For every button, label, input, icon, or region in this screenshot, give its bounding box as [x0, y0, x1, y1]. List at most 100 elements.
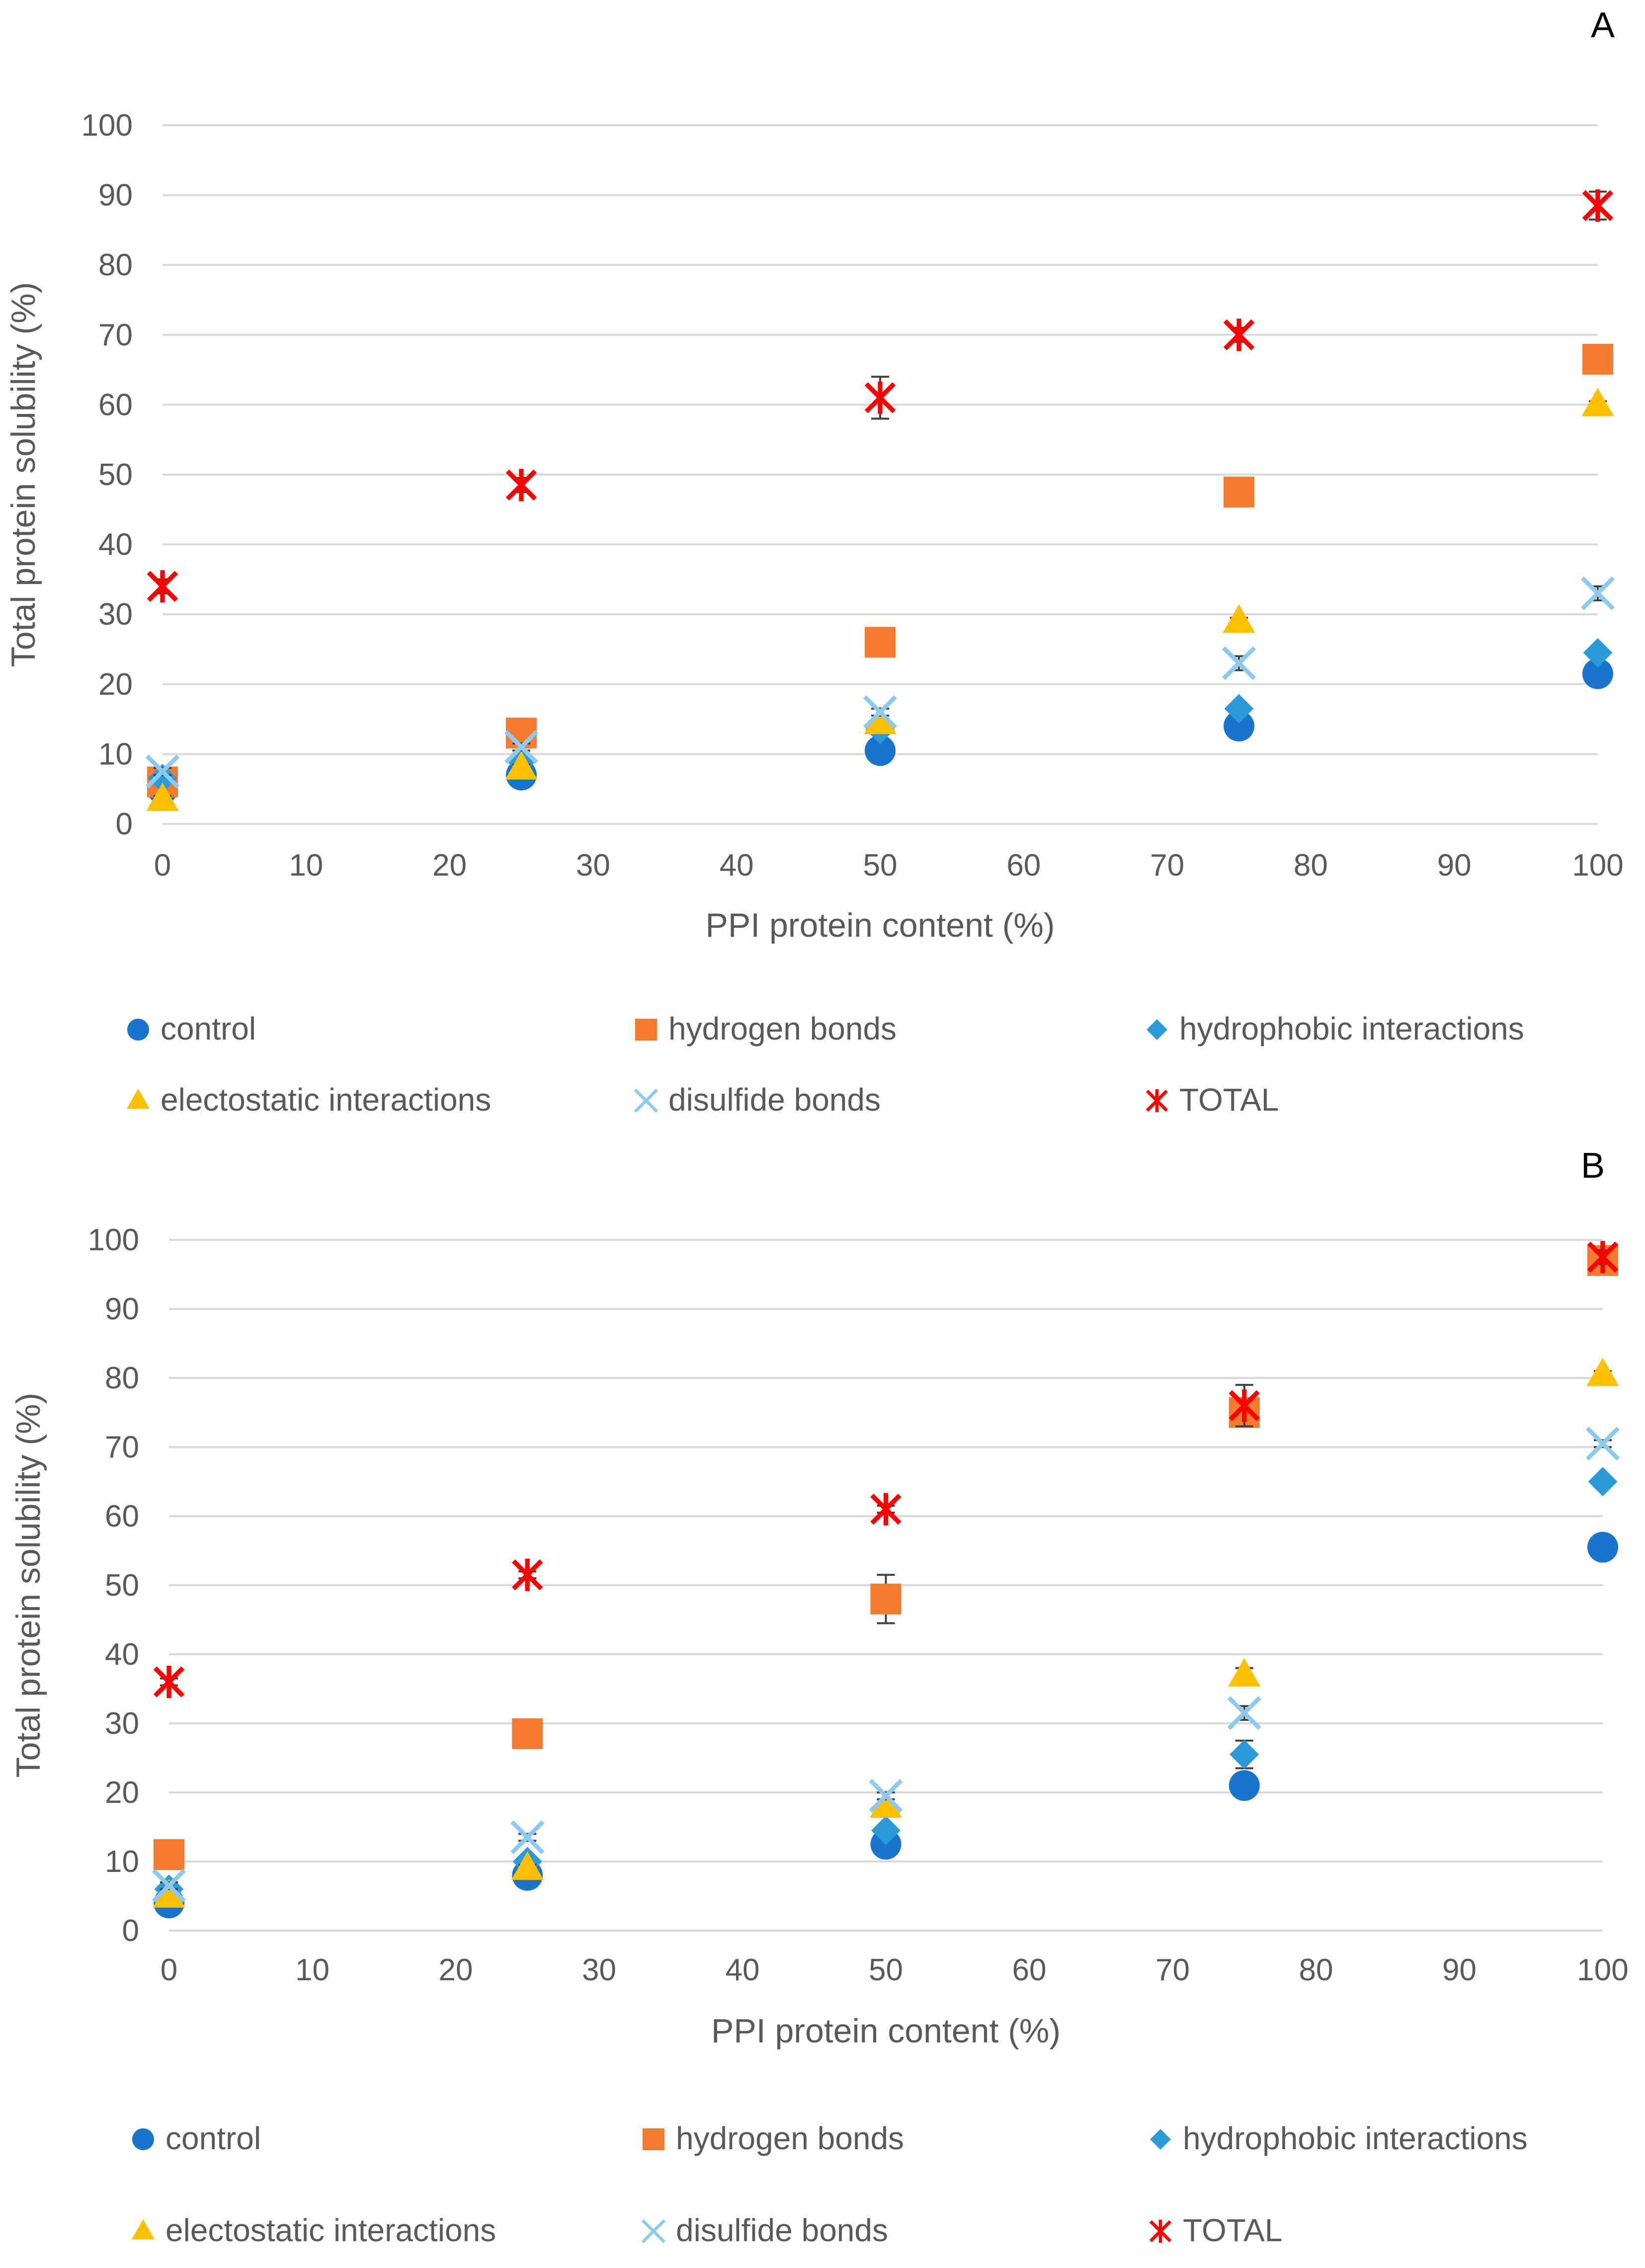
legend-label: disulfide bonds: [668, 1082, 881, 1118]
x-axis-title: PPI protein content (%): [705, 906, 1055, 944]
data-point: [1588, 1467, 1618, 1496]
data-point: [863, 695, 898, 729]
y-tick-label: 20: [98, 667, 133, 702]
y-tick-label: 60: [105, 1499, 139, 1534]
series-disulfide-bonds: [152, 1426, 1620, 1903]
x-tick-label: 0: [154, 848, 171, 883]
data-point: [1228, 1658, 1261, 1687]
x-tick-label: 30: [582, 1953, 616, 1987]
data-point: [153, 1879, 185, 1908]
y-tick-label: 80: [98, 248, 133, 282]
legend-label: hydrogen bonds: [668, 1011, 897, 1047]
data-point: [1224, 694, 1254, 724]
series-total: [147, 189, 1614, 603]
data-point: [1582, 189, 1614, 222]
x-tick-label: 90: [1437, 848, 1472, 883]
y-tick-labels: 0 10 20 30 40 50 60 70 80 90 100: [82, 108, 133, 841]
x-tick-label: 50: [863, 848, 898, 883]
data-point: [1224, 477, 1254, 508]
legend-marker-stroke-2: [641, 2219, 666, 2244]
data-point: [1582, 344, 1613, 375]
x-tick-label: 90: [1442, 1953, 1477, 1987]
data-point: [871, 1816, 901, 1845]
data-point-stroke-2: [863, 695, 898, 729]
data-point: [1223, 319, 1255, 351]
legend-label: electostatic interactions: [161, 1082, 491, 1118]
chart-panel-b: 0 10 20 30 40 50 60 70 80 90 100 0 10 20 30 40 50 60 70 80 9…: [9, 1146, 1629, 2248]
y-tick-labels: 0 10 20 30 40 50 60 70 80 90 100: [88, 1223, 139, 1948]
y-tick-label: 0: [116, 807, 133, 841]
legend-marker: [641, 2219, 666, 2244]
data-point: [865, 627, 896, 658]
data-point: [1582, 658, 1613, 689]
y-tick-label: 10: [105, 1845, 139, 1879]
data-point: [504, 730, 539, 764]
x-tick-label: 60: [1012, 1953, 1047, 1987]
series-hydrogen-bonds: [154, 1245, 1618, 1870]
data-point: [1227, 1696, 1261, 1730]
data-point: [870, 1583, 902, 1615]
x-tick-label: 10: [295, 1953, 329, 1987]
y-tick-label: 50: [105, 1568, 139, 1603]
gridlines: [163, 124, 1598, 825]
y-tick-label: 40: [98, 528, 133, 562]
data-point: [1230, 1740, 1259, 1769]
legend-marker: [1147, 1019, 1167, 1040]
data-point: [510, 1820, 545, 1855]
legend-marker: [131, 2219, 155, 2240]
legend-label: hydrophobic interactions: [1183, 2120, 1528, 2156]
legend-label: electostatic interactions: [165, 2212, 496, 2248]
x-tick-label: 50: [869, 1953, 903, 1987]
legend-marker-stroke-2: [634, 1088, 658, 1113]
legend-item: control: [132, 2120, 261, 2156]
data-point-stroke-2: [145, 754, 180, 789]
legend-item: disulfide bonds: [641, 2212, 888, 2248]
x-tick-label: 20: [432, 848, 467, 883]
y-tick-label: 80: [105, 1361, 139, 1395]
panel-label: A: [1591, 5, 1615, 45]
chart-panel-a: 0 10 20 30 40 50 60 70 80 90 100 0 10 20 30 40 50 60 70 80 9…: [4, 5, 1624, 1118]
panel-label: B: [1581, 1146, 1605, 1186]
y-tick-label: 40: [105, 1637, 139, 1672]
y-tick-label: 100: [82, 108, 133, 143]
legend-marker: [1149, 2219, 1172, 2243]
data-point: [1223, 604, 1255, 633]
legend-label: TOTAL: [1179, 1082, 1279, 1118]
data-point: [1585, 1426, 1620, 1461]
legend-item: hydrophobic interactions: [1150, 2120, 1528, 2156]
x-tick-label: 100: [1572, 848, 1623, 883]
data-point: [511, 1851, 544, 1880]
data-point: [1224, 711, 1254, 742]
legend-marker: [635, 1019, 657, 1041]
y-axis-title: Total protein solubility (%): [4, 282, 42, 667]
data-point: [1583, 638, 1613, 667]
legend-marker: [127, 1019, 149, 1041]
data-point: [512, 1558, 543, 1591]
data-point: [148, 764, 177, 794]
series-electostatic-interactions: [153, 1357, 1619, 1908]
series-total: [153, 1241, 1619, 1699]
x-tick-label: 100: [1577, 1953, 1628, 1987]
y-axis-title: Total protein solubility (%): [9, 1393, 47, 1778]
data-point: [505, 469, 537, 501]
legend-item: hydrogen bonds: [643, 2120, 904, 2156]
series-electostatic-interactions: [146, 388, 1614, 811]
x-tick-label: 70: [1155, 1953, 1190, 1987]
legend-item: control: [127, 1011, 256, 1047]
x-tick-label: 30: [576, 848, 610, 883]
legend-item: TOTAL: [1146, 1082, 1279, 1118]
data-point-stroke-2: [1227, 1696, 1261, 1730]
legend: control hydrogen bonds hydrophobic interac…: [131, 2120, 1528, 2248]
data-point: [869, 1789, 903, 1818]
x-tick-labels: 0 10 20 30 40 50 60 70 80 90 100: [154, 848, 1624, 883]
data-point: [869, 1779, 903, 1813]
data-point: [1580, 576, 1615, 611]
data-point: [1587, 1532, 1618, 1563]
legend-marker: [126, 1088, 150, 1109]
data-point: [864, 381, 896, 414]
data-point: [1229, 1770, 1260, 1801]
y-tick-label: 30: [98, 597, 133, 632]
legend-label: TOTAL: [1183, 2212, 1282, 2248]
data-point-stroke-2: [504, 730, 539, 764]
